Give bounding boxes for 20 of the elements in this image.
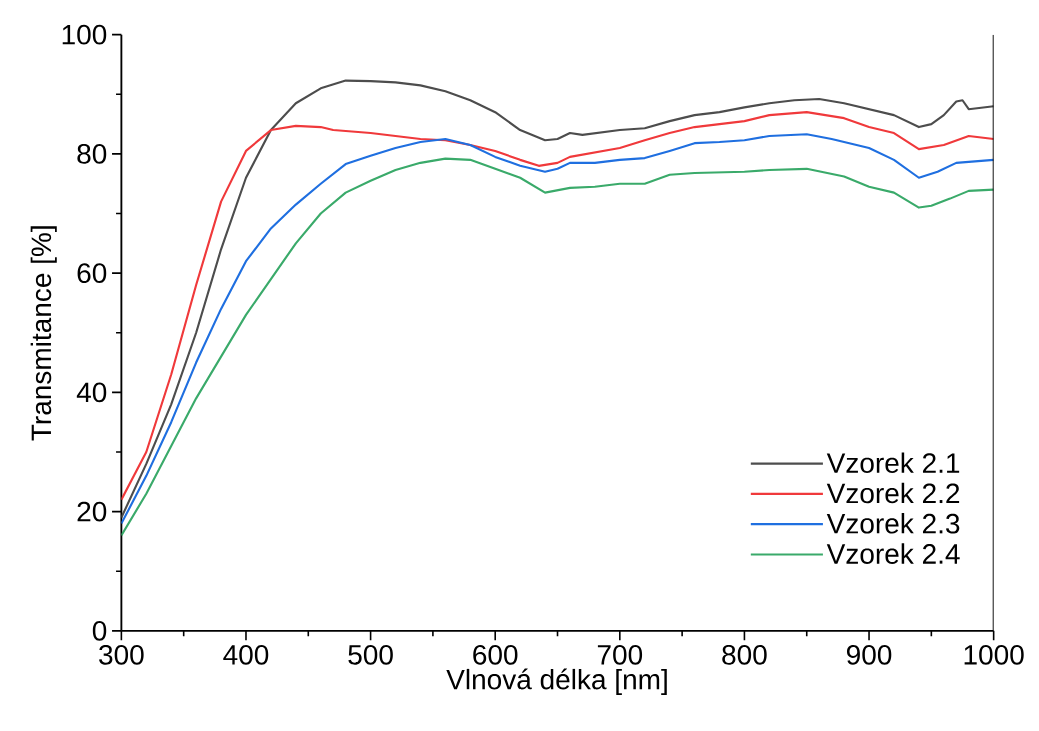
y-tick-label: 100 — [62, 24, 107, 45]
y-axis-title: Transmitance [%] — [30, 226, 57, 441]
x-tick-label: 300 — [99, 644, 144, 665]
x-tick-label: 500 — [348, 644, 393, 665]
y-tick-label: 20 — [77, 501, 107, 522]
x-axis-title: Vlnová délka [nm] — [446, 668, 667, 696]
y-tick-label: 80 — [77, 144, 107, 164]
legend-label: Vzorek 2.3 — [826, 513, 960, 534]
x-tick-label: 900 — [846, 644, 892, 665]
x-tick-label: 700 — [597, 644, 643, 665]
x-tick-label: 600 — [473, 644, 518, 665]
legend-label: Vzorek 2.2 — [826, 482, 960, 504]
legend-label: Vzorek 2.4 — [826, 543, 960, 564]
legend-label: Vzorek 2.1 — [826, 452, 960, 474]
x-tick-label: 1000 — [964, 644, 1024, 665]
y-tick-label: 60 — [77, 263, 107, 284]
x-tick-label: 400 — [223, 644, 269, 665]
y-tick-label: 40 — [76, 382, 107, 403]
y-tick-label: 0 — [92, 620, 107, 641]
x-tick-label: 800 — [722, 644, 767, 665]
